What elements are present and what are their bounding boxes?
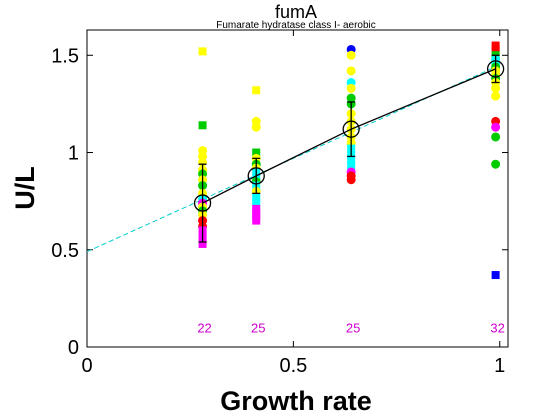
data-point-circle — [491, 91, 501, 101]
mean-marker — [193, 194, 212, 212]
chart-title: fumA — [275, 2, 317, 22]
count-label: 22 — [197, 321, 211, 336]
data-point-circle — [491, 83, 501, 93]
data-point-circle — [251, 122, 261, 132]
data-point-circle — [491, 122, 501, 132]
data-point-square — [252, 148, 261, 157]
chart-subtitle: Fumarate hydratase class I- aerobic — [216, 20, 376, 31]
data-point-square — [491, 45, 500, 54]
data-point-square — [252, 216, 261, 225]
mean-marker — [486, 60, 505, 78]
count-label: 25 — [251, 321, 265, 336]
mean-line — [202, 68, 496, 204]
data-point-square — [198, 239, 207, 248]
data-point-square — [347, 156, 356, 165]
x-tick-label: 0.5 — [279, 355, 307, 377]
count-label: 32 — [490, 321, 504, 336]
y-tick-label: 1.5 — [51, 45, 79, 67]
data-point-circle — [491, 159, 501, 169]
mean-marker — [342, 120, 360, 138]
data-point-square — [491, 271, 500, 280]
data-point-square — [252, 199, 261, 208]
count-labels: 22 25 25 32 — [197, 321, 505, 336]
count-label: 25 — [346, 321, 360, 336]
axis-ticks: 0 0.5 1 0 0.5 1 1.5 — [51, 30, 508, 377]
x-axis-label: Growth rate — [220, 386, 372, 416]
y-tick-label: 1 — [68, 143, 79, 165]
data-point-circle — [491, 132, 501, 142]
data-point-square — [198, 47, 207, 56]
plot-frame — [86, 29, 509, 348]
data-point-circle — [346, 66, 356, 76]
y-tick-label: 0.5 — [51, 240, 79, 262]
y-tick-label: 0 — [68, 337, 79, 359]
data-point-circle — [346, 83, 356, 93]
x-tick-label: 0 — [81, 355, 92, 377]
data-point-square — [347, 162, 356, 171]
data-point-square — [252, 86, 261, 95]
y-axis-label: U/L — [10, 166, 40, 210]
data-points — [198, 41, 501, 280]
mean-layer — [193, 54, 505, 243]
data-point-circle — [346, 175, 356, 185]
data-point-square — [198, 121, 207, 130]
mean-marker — [247, 167, 265, 185]
data-point-circle — [346, 50, 356, 60]
x-tick-label: 1 — [494, 355, 505, 377]
data-point-square — [252, 193, 261, 202]
